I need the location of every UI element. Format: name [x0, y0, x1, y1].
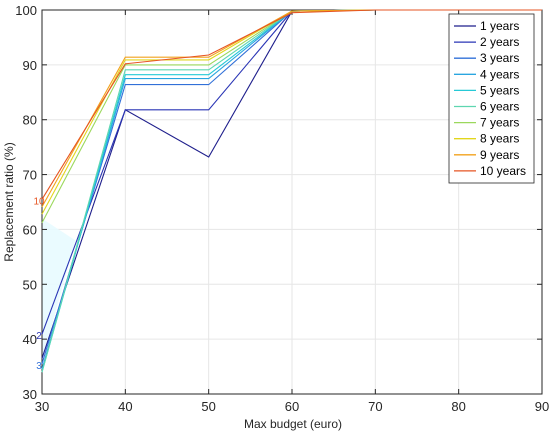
legend-label: 3 years — [480, 51, 519, 65]
x-tick-label: 60 — [285, 399, 299, 414]
legend-label: 7 years — [480, 116, 519, 130]
y-tick-label: 80 — [23, 113, 37, 128]
y-tick-label: 70 — [23, 168, 37, 183]
legend-label: 5 years — [480, 83, 519, 97]
y-tick-label: 50 — [23, 277, 37, 292]
x-tick-label: 70 — [368, 399, 382, 414]
y-tick-label: 30 — [23, 387, 37, 402]
y-tick-label: 100 — [15, 3, 37, 18]
legend-label: 8 years — [480, 132, 519, 146]
x-axis-title: Max budget (euro) — [244, 417, 342, 431]
legend-label: 4 years — [480, 67, 519, 81]
legend: 1 years 2 years 3 years 4 years 5 years 6 yea… — [448, 13, 535, 184]
y-tick-label: 90 — [23, 58, 37, 73]
x-tick-label: 90 — [535, 399, 549, 414]
y-tick-label: 40 — [23, 332, 37, 347]
series-layer — [41, 9, 542, 373]
legend-label: 9 years — [480, 148, 519, 162]
series-line — [41, 9, 542, 200]
series-end-label: 10 — [33, 196, 45, 207]
series-end-label: 2 — [36, 331, 42, 342]
legend-label: 2 years — [480, 35, 519, 49]
y-tick-label: 60 — [23, 222, 37, 237]
x-tick-label: 80 — [451, 399, 465, 414]
x-tick-label: 30 — [35, 399, 49, 414]
legend-label: 6 years — [480, 100, 519, 114]
x-tick-label: 50 — [201, 399, 215, 414]
x-tick-label: 40 — [118, 399, 132, 414]
legend-label: 10 years — [480, 164, 526, 178]
axes-layer: 30 40 50 60 70 80 90 30 40 50 60 70 80 90 100 Max budge… — [2, 3, 549, 431]
series-end-label: 3 — [36, 361, 42, 372]
labels-layer: 2 3 10 — [33, 196, 45, 372]
y-axis-title: Replacement ratio (%) — [2, 142, 16, 261]
legend-label: 1 years — [480, 19, 519, 33]
